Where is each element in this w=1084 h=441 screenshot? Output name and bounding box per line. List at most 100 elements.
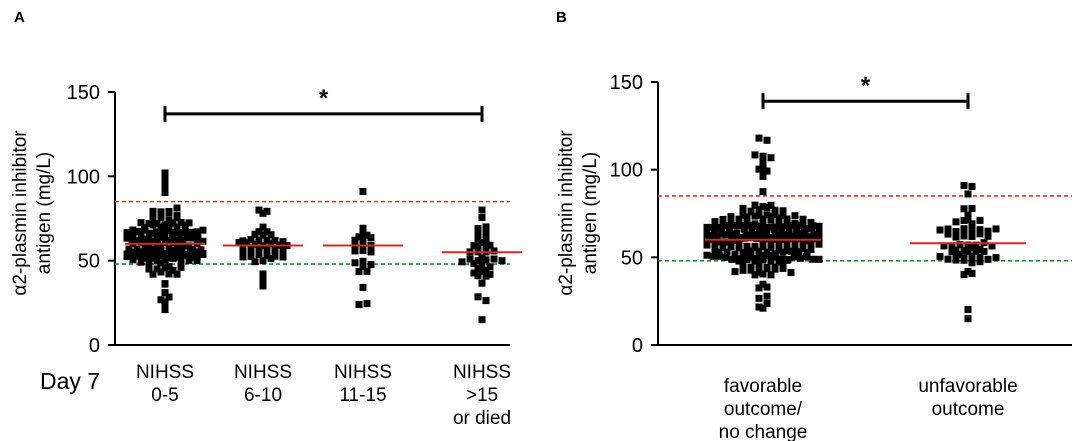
panel-a-y-tick-label: 0 <box>89 335 100 357</box>
panel-a-data-point <box>255 245 263 253</box>
panel-a-data-point <box>351 259 359 267</box>
panel-a-side-label: Day 7 <box>40 368 100 394</box>
panel-b-data-point <box>992 225 1000 233</box>
panel-b-data-point <box>759 252 767 260</box>
panel-a-data-point <box>161 298 169 306</box>
panel-b-data-point <box>763 136 771 144</box>
panel-a-data-point <box>247 236 255 244</box>
panel-a-data-point <box>189 246 197 254</box>
panel-a-data-point <box>478 214 486 222</box>
panel-a-data-point <box>140 250 148 258</box>
panel-a-data-point <box>164 254 172 262</box>
panel-b-data-point <box>751 151 759 159</box>
panel-b-data-point <box>763 283 771 291</box>
panel-a-data-point <box>141 224 149 232</box>
panel-a-data-point <box>181 228 189 236</box>
panel-a-data-point <box>169 233 177 241</box>
panel-b-data-point <box>775 214 783 222</box>
panel-b-category-label: no change <box>719 422 808 441</box>
panel-a-data-point <box>169 246 177 254</box>
panel-b-data-point <box>759 152 767 160</box>
panel-a-data-point <box>351 244 359 252</box>
panel-b-data-point <box>759 256 767 264</box>
panel-b-data-point <box>759 188 767 196</box>
panel-a-data-point <box>478 316 486 324</box>
panel-b-data-point <box>964 247 972 255</box>
panel-a-data-point <box>127 249 135 257</box>
panel-b-data-point <box>796 254 804 262</box>
panel-a-data-point <box>170 229 178 237</box>
panel-a-data-point <box>482 267 490 275</box>
panel-b-data-point <box>960 254 968 262</box>
panel-a-data-point <box>259 257 267 265</box>
panel-a-data-point <box>359 243 367 251</box>
panel-b-data-point <box>960 225 968 233</box>
panel-a-data-point <box>239 245 247 253</box>
panel-b-data-point <box>960 181 968 189</box>
panel-a-category-label: NIHSS <box>136 362 194 383</box>
panel-a-data-point <box>271 245 279 253</box>
panel-b-data-point <box>771 231 779 239</box>
panel-a-data-point <box>153 220 161 228</box>
panel-b-data-point <box>964 241 972 249</box>
panel-a-data-point <box>474 293 482 301</box>
panel-b-data-point <box>767 257 775 265</box>
panel-b-data-point <box>755 284 763 292</box>
panel-b-data-point <box>779 261 787 269</box>
panel-a-data-point <box>197 246 205 254</box>
panel-b-data-point <box>936 226 944 234</box>
panel-a-data-point <box>251 258 259 266</box>
panel-b-category-label: outcome <box>932 399 1005 420</box>
panel-b-data-point <box>790 253 798 261</box>
panel-a-data-point <box>149 207 157 215</box>
panel-b-data-point <box>779 248 787 256</box>
panel-b-data-point <box>711 246 719 254</box>
panel-b-data-point <box>711 242 719 250</box>
panel-a-data-point <box>169 238 177 246</box>
panel-b-data-point <box>952 252 960 260</box>
panel-b-data-point <box>810 230 818 238</box>
panel-b-data-point <box>759 240 767 248</box>
panel-b-data-point <box>759 203 767 211</box>
panel-b-data-point <box>976 258 984 266</box>
panel-a-data-point <box>486 263 494 271</box>
panel-a-data-point <box>129 231 137 239</box>
panel-a-data-point <box>259 270 267 278</box>
panel-b-data-point <box>727 217 735 225</box>
panel-b-data-point <box>964 315 972 323</box>
panel-b-data-point <box>759 163 767 171</box>
panel-a-category-label: 11-15 <box>339 385 386 406</box>
panel-b-data-point <box>728 255 736 263</box>
panel-a-category-label: 0-5 <box>151 385 178 406</box>
panel-a-data-point <box>474 257 482 265</box>
panel-a-data-point <box>165 293 173 301</box>
panel-a-data-point <box>177 218 185 226</box>
panel-b-data-point <box>753 234 761 242</box>
panel-a-data-point <box>165 207 173 215</box>
panel-b-data-point <box>984 227 992 235</box>
panel-b-data-point <box>735 244 743 252</box>
panel-a-data-point <box>193 254 201 262</box>
panel-b-data-point <box>755 226 763 234</box>
panel-b-data-point <box>715 238 723 246</box>
panel-a-data-point <box>267 240 275 248</box>
panel-a-data-point <box>359 262 367 270</box>
panel-b-data-point <box>803 249 811 257</box>
panel-a-data-point <box>129 256 137 264</box>
panel-b-data-point <box>703 251 711 259</box>
panel-b-data-point <box>976 226 984 234</box>
panel-a-ylabel-line2: antigen (mg/L) <box>34 152 55 275</box>
panel-b-data-point <box>779 211 787 219</box>
panel-b-data-point <box>968 183 976 191</box>
panel-a-data-point <box>133 237 141 245</box>
panel-b-data-point <box>799 215 807 223</box>
panel-a-data-point <box>363 267 371 275</box>
panel-b-data-point <box>791 242 799 250</box>
panel-a-data-point <box>176 253 184 261</box>
panel-a-data-point <box>157 208 165 216</box>
panel-a-data-point <box>153 257 161 265</box>
panel-a-data-point <box>359 234 367 242</box>
panel-b-data-point <box>740 253 748 261</box>
panel-a-data-point <box>149 270 157 278</box>
